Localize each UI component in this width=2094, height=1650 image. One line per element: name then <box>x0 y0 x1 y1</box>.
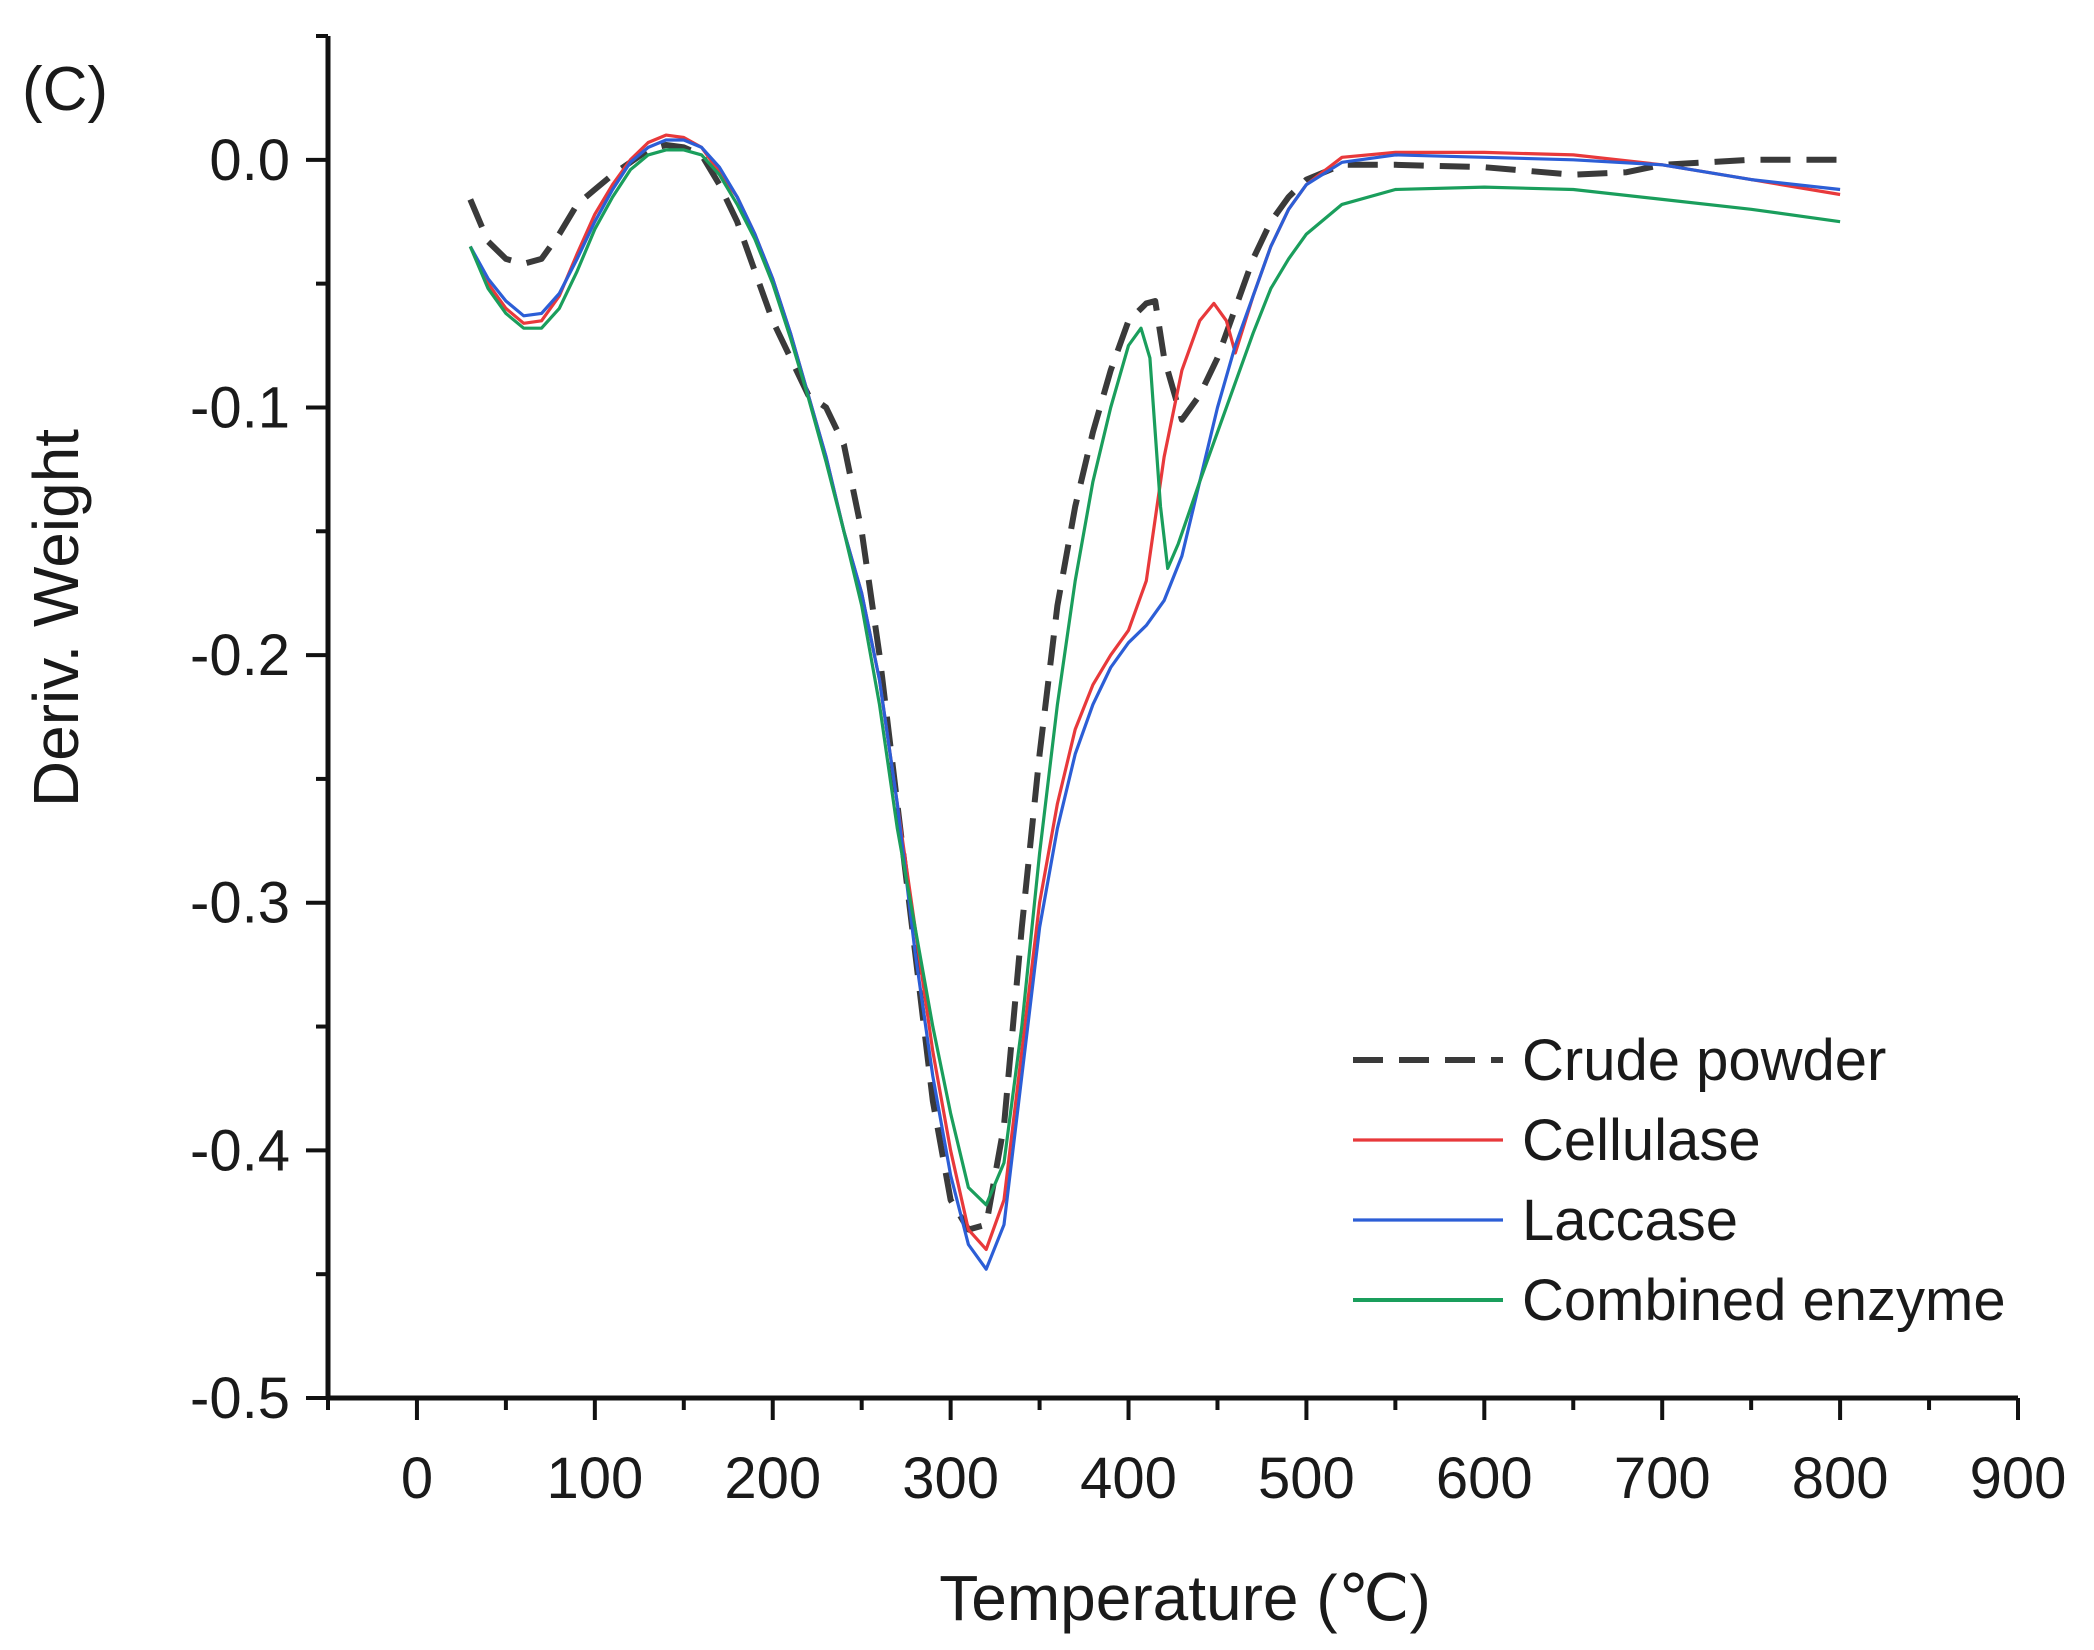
legend-label: Crude powder <box>1522 1028 1886 1093</box>
series-layer <box>467 133 1841 1271</box>
y-axis-title: Deriv. Weight <box>20 429 92 807</box>
series-line-laccase <box>468 138 1841 1271</box>
series-line-combined-enzyme <box>468 148 1841 1207</box>
panel-label: (C) <box>22 55 108 124</box>
legend: Crude powder Cellulase Laccase Combined enz… <box>1353 1028 2006 1333</box>
x-tick-label: 0 <box>401 1446 433 1511</box>
y-ticks <box>306 34 328 1400</box>
x-tick-labels: 0 100 200 300 400 500 600 700 800 900 <box>401 1446 2067 1511</box>
x-tick-label: 100 <box>546 1446 643 1511</box>
x-tick-label: 500 <box>1258 1446 1355 1511</box>
x-axis-title: Temperature (℃) <box>939 1562 1431 1634</box>
legend-label: Laccase <box>1522 1188 1738 1253</box>
y-tick-label: -0.2 <box>190 623 290 688</box>
x-tick-label: 600 <box>1436 1446 1533 1511</box>
y-tick-label: -0.4 <box>190 1118 290 1183</box>
y-tick-label: 0.0 <box>209 128 290 193</box>
x-tick-label: 200 <box>724 1446 821 1511</box>
x-tick-label: 700 <box>1614 1446 1711 1511</box>
x-tick-label: 400 <box>1080 1446 1177 1511</box>
legend-label: Cellulase <box>1522 1108 1761 1173</box>
x-tick-label: 900 <box>1970 1446 2067 1511</box>
y-tick-label: -0.3 <box>190 871 290 936</box>
x-ticks <box>326 1398 2020 1420</box>
y-tick-labels: 0.0 -0.1 -0.2 -0.3 -0.4 -0.5 <box>190 128 290 1431</box>
x-tick-label: 300 <box>902 1446 999 1511</box>
y-tick-label: -0.5 <box>190 1366 290 1431</box>
x-tick-label: 800 <box>1792 1446 1889 1511</box>
y-tick-label: -0.1 <box>190 375 290 440</box>
legend-label: Combined enzyme <box>1522 1268 2006 1333</box>
